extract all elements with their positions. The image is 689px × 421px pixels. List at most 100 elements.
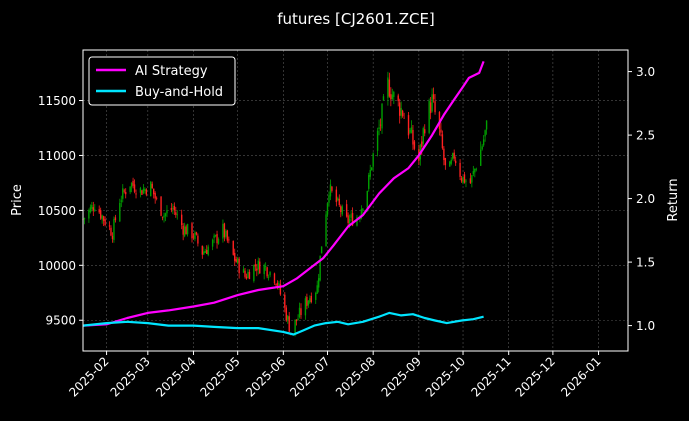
candle-body [267, 277, 270, 279]
candle-body [94, 209, 96, 211]
candle [235, 256, 237, 263]
candle-body [242, 269, 245, 273]
candle-body [298, 307, 301, 318]
x-tick-label: 2025-09 [379, 354, 424, 399]
candle [160, 196, 162, 217]
y-axis-right-label: Return [666, 178, 681, 221]
candle [110, 225, 112, 237]
candle [139, 186, 142, 198]
candle-body [133, 184, 136, 192]
candle-body [173, 205, 176, 211]
candle-body [120, 200, 122, 202]
candle-body [125, 192, 127, 195]
candle [279, 279, 282, 296]
candle [175, 206, 177, 218]
candle-body [144, 188, 146, 191]
candle [125, 188, 127, 199]
candle-body [397, 95, 399, 102]
candle-body [345, 204, 348, 217]
candle [481, 144, 483, 151]
x-tick-label: 2025-03 [108, 354, 153, 399]
candle [207, 244, 209, 257]
candle [295, 319, 298, 326]
y-right-tick-label: 3.0 [636, 65, 655, 79]
candle [245, 273, 248, 280]
x-tick-label: 2025-08 [333, 354, 378, 399]
candle [328, 191, 330, 207]
candle-body [197, 235, 199, 244]
candle [325, 211, 327, 247]
candle [412, 125, 414, 150]
candle [234, 248, 236, 267]
candle-body [130, 182, 133, 187]
candle-body [331, 186, 333, 191]
candle [376, 127, 379, 157]
y-right-tick-label: 1.0 [636, 319, 655, 333]
candle-body [403, 117, 405, 119]
candle-body [217, 239, 220, 244]
candle [172, 203, 174, 215]
candle [244, 268, 246, 279]
candle-body [459, 162, 461, 177]
candle [275, 283, 277, 287]
candle [482, 135, 485, 147]
candle-body [294, 319, 296, 334]
candle [465, 179, 467, 188]
candle-body [356, 217, 358, 226]
candle [89, 204, 92, 214]
candle-body [195, 232, 198, 235]
candle [133, 179, 136, 194]
candle [94, 204, 96, 212]
candle-body [462, 176, 464, 184]
x-tick-label: 2026-01 [558, 354, 603, 399]
candle-body [99, 210, 102, 219]
x-tick-label: 2025-12 [513, 354, 558, 399]
candle-body [295, 319, 298, 322]
y-left-tick-label: 10500 [38, 204, 76, 218]
candle-body [304, 298, 307, 316]
candle [390, 87, 392, 107]
candle [192, 233, 195, 240]
candle-body [471, 175, 473, 183]
candle-body [317, 278, 320, 288]
candle [203, 246, 205, 256]
candle [471, 174, 473, 188]
candle [253, 264, 255, 283]
candle-body [275, 283, 277, 285]
candle [429, 96, 432, 120]
candle-body [351, 212, 354, 226]
candle [469, 173, 472, 184]
candle-body [481, 146, 483, 150]
candle [340, 204, 342, 218]
candle-body [245, 276, 248, 279]
candle-body [176, 214, 178, 216]
candle-body [428, 101, 430, 133]
candle-body [449, 161, 451, 167]
candle [452, 152, 454, 161]
candle [130, 182, 133, 193]
candle [381, 103, 383, 134]
candle [443, 146, 445, 166]
candle-body [222, 223, 224, 239]
candle-body [225, 230, 227, 237]
candle [378, 119, 380, 136]
candle-body [141, 190, 143, 195]
candle [266, 266, 268, 279]
candle-body [139, 188, 142, 193]
candle [379, 118, 382, 131]
candle [216, 230, 218, 249]
candle-body [407, 115, 410, 136]
candle-body [164, 213, 167, 217]
candle [269, 271, 271, 278]
legend: AI Strategy Buy-and-Hold [88, 56, 236, 106]
candle-body [211, 239, 214, 247]
candle [232, 240, 234, 256]
candle [104, 216, 106, 227]
candle-body [329, 184, 332, 197]
candle-body [315, 292, 317, 300]
candle-body [257, 260, 259, 270]
plot-frame [82, 49, 629, 352]
candle-body [114, 217, 117, 221]
x-tick-label: 2025-02 [66, 354, 111, 399]
candle-body [378, 127, 380, 130]
